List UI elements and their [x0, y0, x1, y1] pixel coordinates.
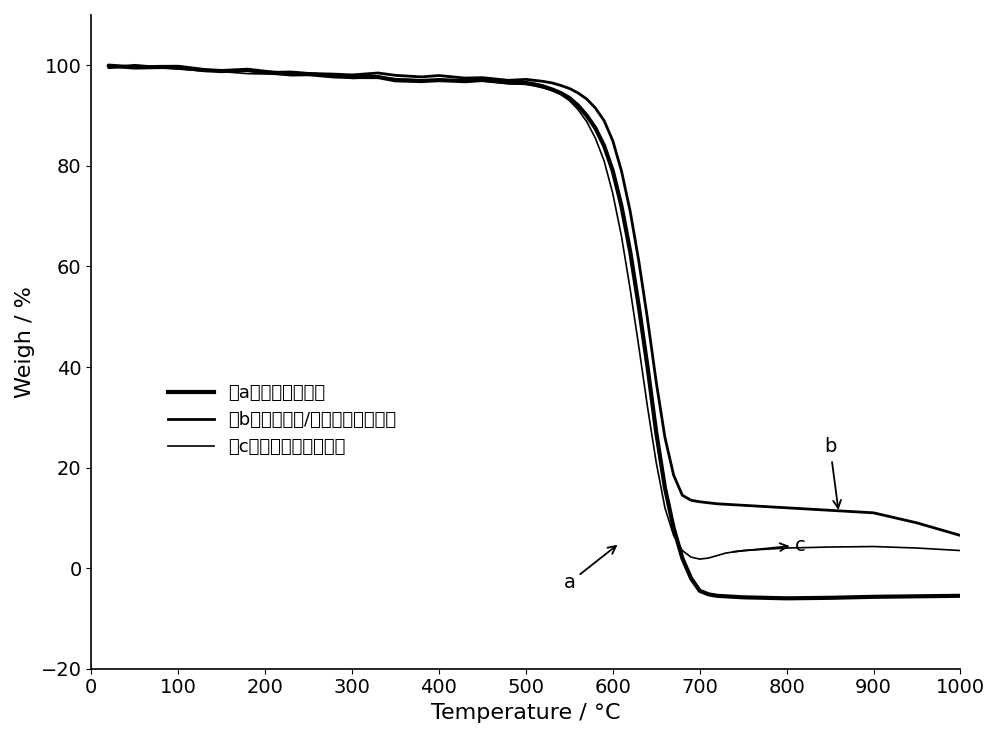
Legend: （a）石墨相氮化碳, （b）碳纳米管/多孔石墨相氮化碳, （c）多孔石墨相氮化碳: （a）石墨相氮化碳, （b）碳纳米管/多孔石墨相氮化碳, （c）多孔石墨相氮化碳: [161, 377, 403, 463]
Text: b: b: [824, 438, 841, 508]
Text: c: c: [733, 536, 806, 554]
X-axis label: Temperature / °C: Temperature / °C: [431, 703, 621, 723]
Text: a: a: [563, 546, 616, 593]
Y-axis label: Weigh / %: Weigh / %: [15, 286, 35, 398]
